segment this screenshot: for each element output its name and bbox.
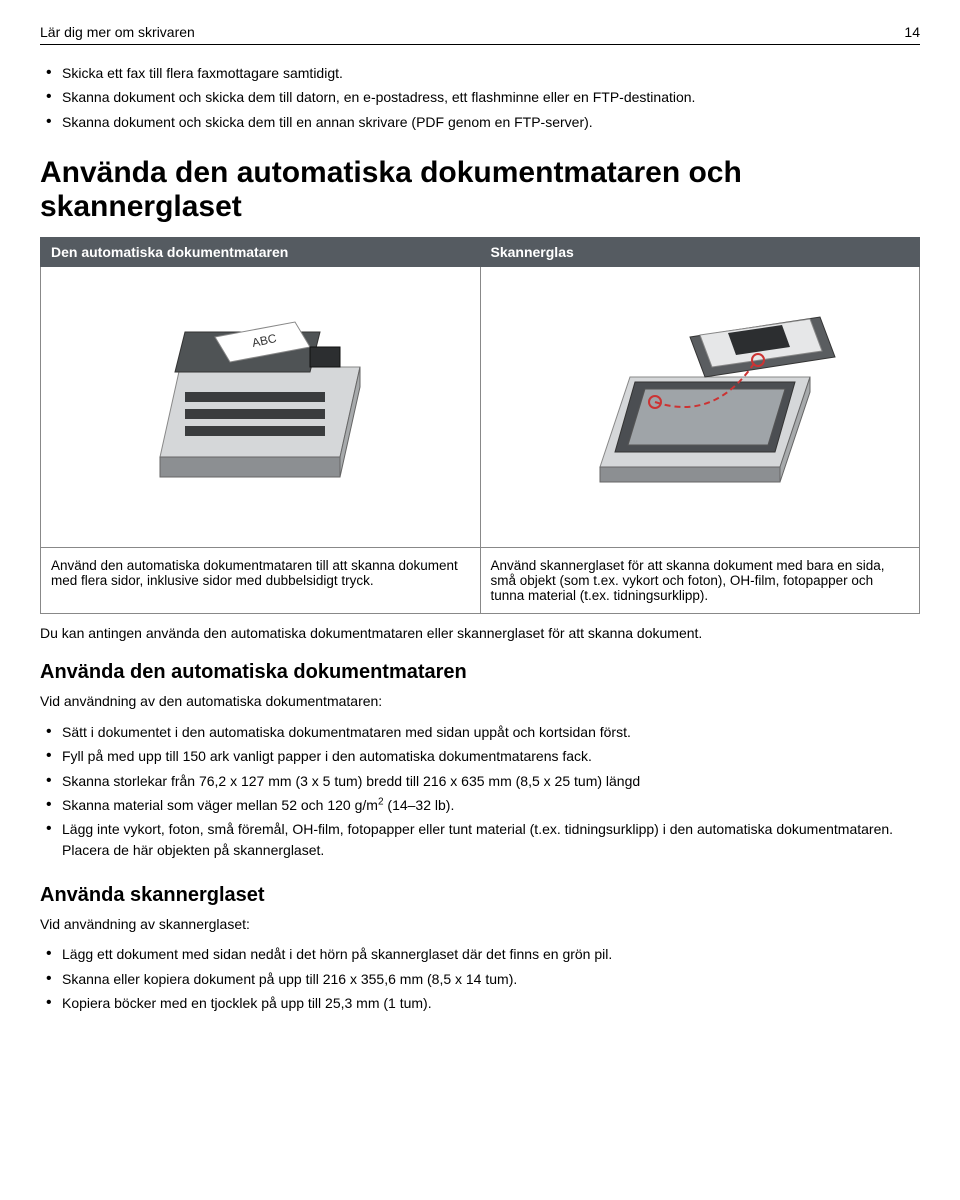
list-item: Lägg inte vykort, foton, små föremål, OH…	[44, 819, 920, 860]
list-item: Skanna dokument och skicka dem till en a…	[44, 112, 920, 132]
table-image-adf: ABC	[41, 266, 481, 547]
header-rule	[40, 44, 920, 45]
list-item: Sätt i dokumentet i den automatiska doku…	[44, 722, 920, 742]
list-item: Skanna material som väger mellan 52 och …	[44, 795, 920, 815]
table-header-adf: Den automatiska dokumentmataren	[41, 237, 481, 266]
table-header-glass: Skannerglas	[480, 237, 920, 266]
page-header-left: Lär dig mer om skrivaren	[40, 24, 195, 40]
list-item: Fyll på med upp till 150 ark vanligt pap…	[44, 746, 920, 766]
top-bullet-list: Skicka ett fax till flera faxmottagare s…	[40, 63, 920, 132]
intro-paragraph: Du kan antingen använda den automatiska …	[40, 624, 920, 644]
printer-glass-illustration	[560, 277, 840, 497]
list-item: Lägg ett dokument med sidan nedåt i det …	[44, 944, 920, 964]
adf-bullet-list: Sätt i dokumentet i den automatiska doku…	[40, 722, 920, 860]
subheading-glass: Använda skannerglaset	[40, 884, 920, 907]
page-number: 14	[904, 24, 920, 40]
comparison-table: Den automatiska dokumentmataren Skannerg…	[40, 237, 920, 614]
sec1-intro: Vid användning av den automatiska dokume…	[40, 692, 920, 712]
list-item: Kopiera böcker med en tjocklek på upp ti…	[44, 993, 920, 1013]
table-desc-glass: Använd skannerglaset för att skanna doku…	[480, 547, 920, 613]
list-item: Skicka ett fax till flera faxmottagare s…	[44, 63, 920, 83]
printer-adf-illustration: ABC	[120, 277, 400, 497]
sec2-intro: Vid användning av skannerglaset:	[40, 915, 920, 935]
table-image-glass	[480, 266, 920, 547]
list-item: Skanna dokument och skicka dem till dato…	[44, 87, 920, 107]
section-heading: Använda den automatiska dokumentmataren …	[40, 156, 920, 225]
list-item: Skanna eller kopiera dokument på upp til…	[44, 969, 920, 989]
subheading-adf: Använda den automatiska dokumentmataren	[40, 661, 920, 684]
list-item: Skanna storlekar från 76,2 x 127 mm (3 x…	[44, 771, 920, 791]
table-desc-adf: Använd den automatiska dokumentmataren t…	[41, 547, 481, 613]
glass-bullet-list: Lägg ett dokument med sidan nedåt i det …	[40, 944, 920, 1013]
